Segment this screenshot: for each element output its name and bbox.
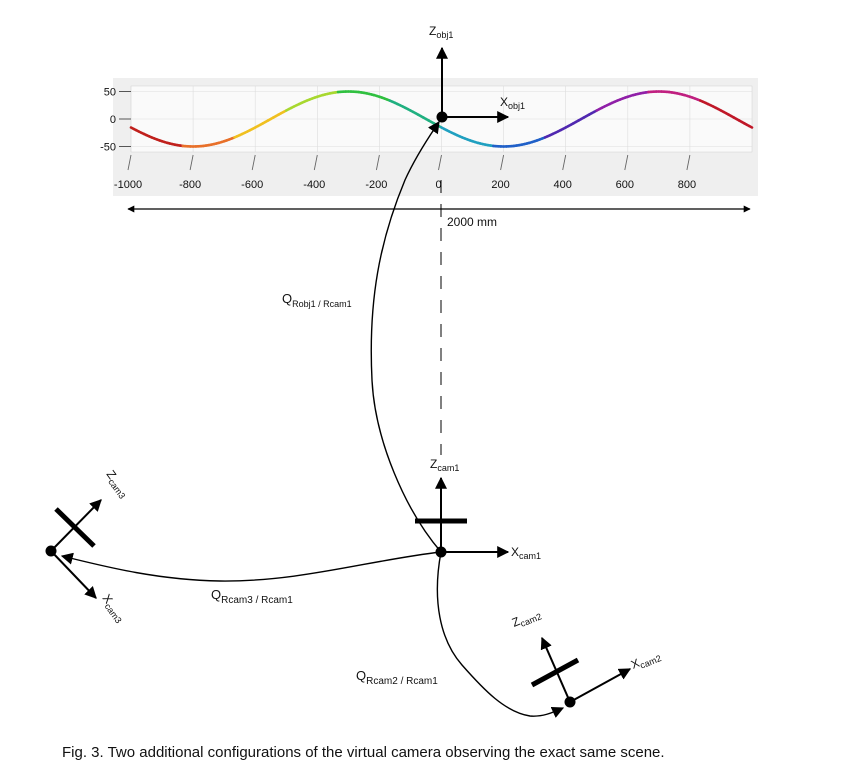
- frame-obj1: Zobj1 Xobj1: [429, 24, 525, 123]
- frame-cam3: Zcam3 Xcam3: [45, 468, 132, 626]
- y-tick-label: 50: [104, 87, 116, 99]
- cam3-x-label: Xcam3: [98, 592, 129, 626]
- y-tick-label: -50: [100, 142, 116, 154]
- cam1-x-label: Xcam1: [511, 545, 541, 561]
- curve-obj1-to-cam1: [370, 121, 442, 553]
- x-tick-mark: [562, 154, 567, 171]
- curve-cam2-to-cam1: [436, 551, 565, 718]
- x-axis-ticks: -1000 -800 -600 -400 -200 0 200 400 600 800: [114, 154, 696, 191]
- x-tick-mark: [500, 154, 505, 171]
- x-tick-mark: [313, 154, 318, 171]
- x-tick-label: 400: [554, 179, 572, 191]
- cam1-z-label: Zcam1: [430, 457, 459, 473]
- x-tick-label: 0: [435, 179, 441, 191]
- cam3-x-axis: [50, 550, 97, 599]
- frame-cam1: Zcam1 Xcam1: [415, 457, 541, 561]
- wave-segment: [748, 124, 754, 129]
- x-tick-mark: [127, 154, 132, 171]
- x-tick-label: -1000: [114, 179, 142, 191]
- x-tick-label: 200: [491, 179, 509, 191]
- cam2-z-label: Zcam2: [510, 606, 543, 632]
- label-q-cam3-cam1: QRcam3 / Rcam1: [211, 587, 293, 606]
- cam2-x-label: Xcam2: [629, 648, 663, 674]
- frame-cam2: Zcam2 Xcam2: [510, 606, 663, 708]
- y-axis-ticks: 50 0 -50: [100, 87, 131, 154]
- figure-caption: Fig. 3. Two additional configurations of…: [62, 744, 665, 761]
- obj1-z-label: Zobj1: [429, 24, 453, 40]
- cam3-z-label: Zcam3: [102, 468, 132, 501]
- x-tick-mark: [189, 154, 194, 171]
- x-tick-mark: [375, 154, 380, 171]
- x-tick-label: -400: [303, 179, 325, 191]
- dimension-label: 2000 mm: [447, 215, 497, 229]
- cam2-x-axis: [569, 668, 632, 703]
- x-tick-label: 800: [678, 179, 696, 191]
- x-tick-mark: [438, 154, 442, 171]
- cam3-image-plane: [54, 507, 96, 548]
- label-q-obj1-cam1: QRobj1 / Rcam1: [282, 291, 352, 309]
- y-tick-label: 0: [110, 114, 116, 126]
- cam2-origin: [564, 696, 576, 708]
- x-tick-label: -800: [179, 179, 201, 191]
- cam3-origin: [45, 545, 57, 557]
- x-tick-label: -200: [365, 179, 387, 191]
- x-tick-mark: [624, 154, 629, 171]
- cam2-image-plane: [530, 657, 580, 688]
- x-tick-mark: [251, 154, 256, 171]
- x-tick-mark: [686, 154, 691, 171]
- label-q-cam2-cam1: QRcam2 / Rcam1: [356, 668, 438, 687]
- obj1-origin: [436, 111, 448, 123]
- x-tick-label: 600: [616, 179, 634, 191]
- x-tick-label: -600: [241, 179, 263, 191]
- obj1-x-label: Xobj1: [500, 95, 525, 111]
- curve-cam3-to-cam1: [60, 551, 442, 582]
